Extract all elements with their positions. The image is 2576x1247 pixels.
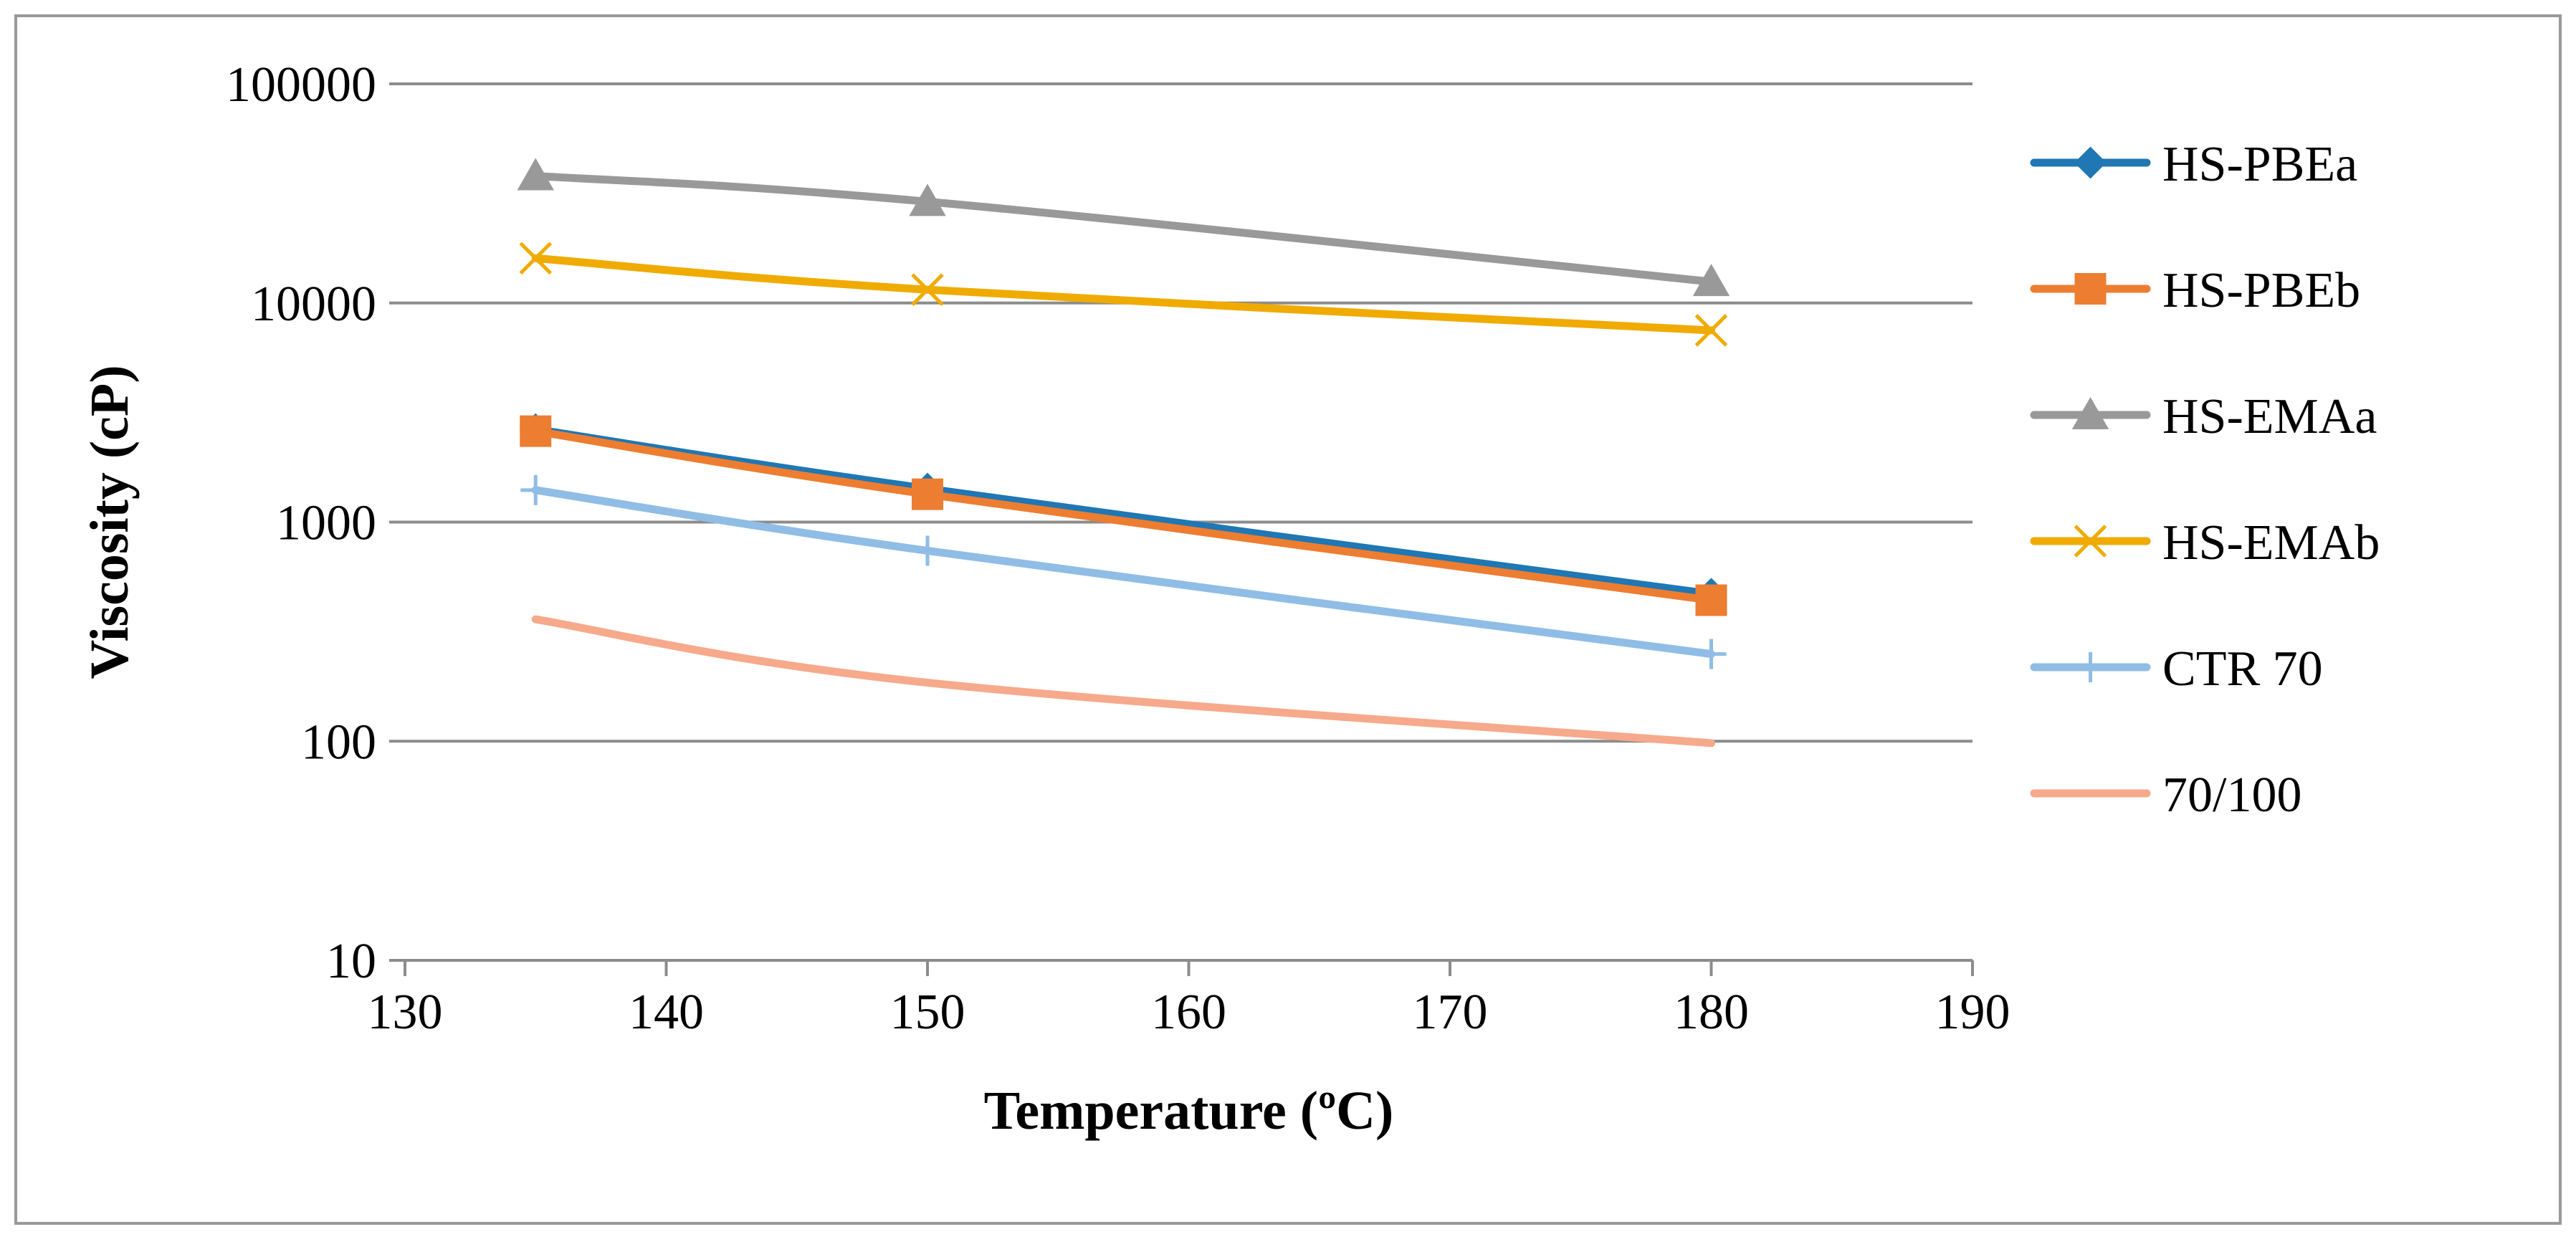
data-point xyxy=(520,415,552,447)
marker-x-stroke xyxy=(911,273,944,306)
series-line xyxy=(531,486,1715,659)
axes xyxy=(389,82,1974,976)
data-point xyxy=(519,242,553,275)
data-point xyxy=(912,478,943,510)
legend-marker xyxy=(2071,396,2109,429)
series-hs-emaa xyxy=(517,158,1730,297)
legend-label: HS-EMAa xyxy=(2162,389,2377,444)
y-tick-label: 100000 xyxy=(226,57,376,113)
data-point xyxy=(520,474,551,505)
legend-item-hs-pbeb: HS-PBEb xyxy=(2030,263,2360,318)
x-tick-label: 150 xyxy=(890,985,965,1040)
y-tick-label: 10 xyxy=(326,934,376,989)
legend-marker xyxy=(2074,146,2107,179)
y-tick-label: 10000 xyxy=(251,277,376,332)
series-line xyxy=(531,615,1715,747)
series-line xyxy=(531,427,1715,605)
legend-label: HS-PBEa xyxy=(2162,137,2357,192)
legend-label: 70/100 xyxy=(2162,768,2301,823)
x-tick-label: 130 xyxy=(368,985,443,1040)
data-point xyxy=(1692,264,1730,297)
data-point xyxy=(1696,639,1727,669)
legend-marker xyxy=(2075,652,2106,682)
y-axis-title: Viscosity (cP) xyxy=(80,365,140,679)
series xyxy=(517,158,1730,747)
legend-label: HS-PBEb xyxy=(2162,263,2360,318)
data-point xyxy=(1695,584,1727,616)
x-tick-label: 160 xyxy=(1151,985,1226,1040)
series-ctr-70 xyxy=(520,474,1727,669)
legend-marker xyxy=(2074,273,2107,305)
x-tick-label: 140 xyxy=(629,985,704,1040)
marker-x-stroke xyxy=(519,242,553,275)
tick-labels: 10 100 1000 10000 100000 130 140 150 160 170 180 19… xyxy=(226,57,2010,1040)
legend-item-hs-emaa: HS-EMAa xyxy=(2030,389,2377,444)
y-tick-label: 100 xyxy=(301,715,376,770)
data-point xyxy=(1694,314,1728,347)
marker-x-stroke xyxy=(1694,314,1728,347)
data-point xyxy=(912,535,943,566)
series-70-100 xyxy=(531,615,1715,747)
legend-label: CTR 70 xyxy=(2162,641,2323,697)
legend-item-hs-emab: HS-EMAb xyxy=(2030,515,2380,570)
series-line xyxy=(531,254,1715,335)
data-point xyxy=(909,183,946,216)
x-tick-label: 170 xyxy=(1413,985,1488,1040)
legend-marker xyxy=(2074,525,2107,558)
x-tick-label: 180 xyxy=(1674,985,1749,1040)
series-hs-emab xyxy=(519,242,1728,347)
data-point xyxy=(911,273,944,306)
legend-item-70-100: 70/100 xyxy=(2030,768,2301,823)
series-line xyxy=(531,171,1715,286)
x-tick-label: 190 xyxy=(1935,985,2010,1040)
legend-item-hs-pbea: HS-PBEa xyxy=(2030,137,2357,192)
series-hs-pbeb xyxy=(520,415,1727,616)
legend-item-ctr-70: CTR 70 xyxy=(2030,641,2323,697)
legend-label: HS-EMAb xyxy=(2162,515,2380,570)
chart-frame xyxy=(14,14,2562,1225)
legend: HS-PBEa HS-PBEb HS-EMAa HS-EMAb CTR 70 70/100 xyxy=(2030,137,2380,823)
marker-x-stroke xyxy=(2074,525,2107,558)
x-axis-title: Temperature (ºC) xyxy=(984,1081,1394,1141)
y-tick-label: 1000 xyxy=(276,496,376,551)
data-point xyxy=(517,158,554,191)
